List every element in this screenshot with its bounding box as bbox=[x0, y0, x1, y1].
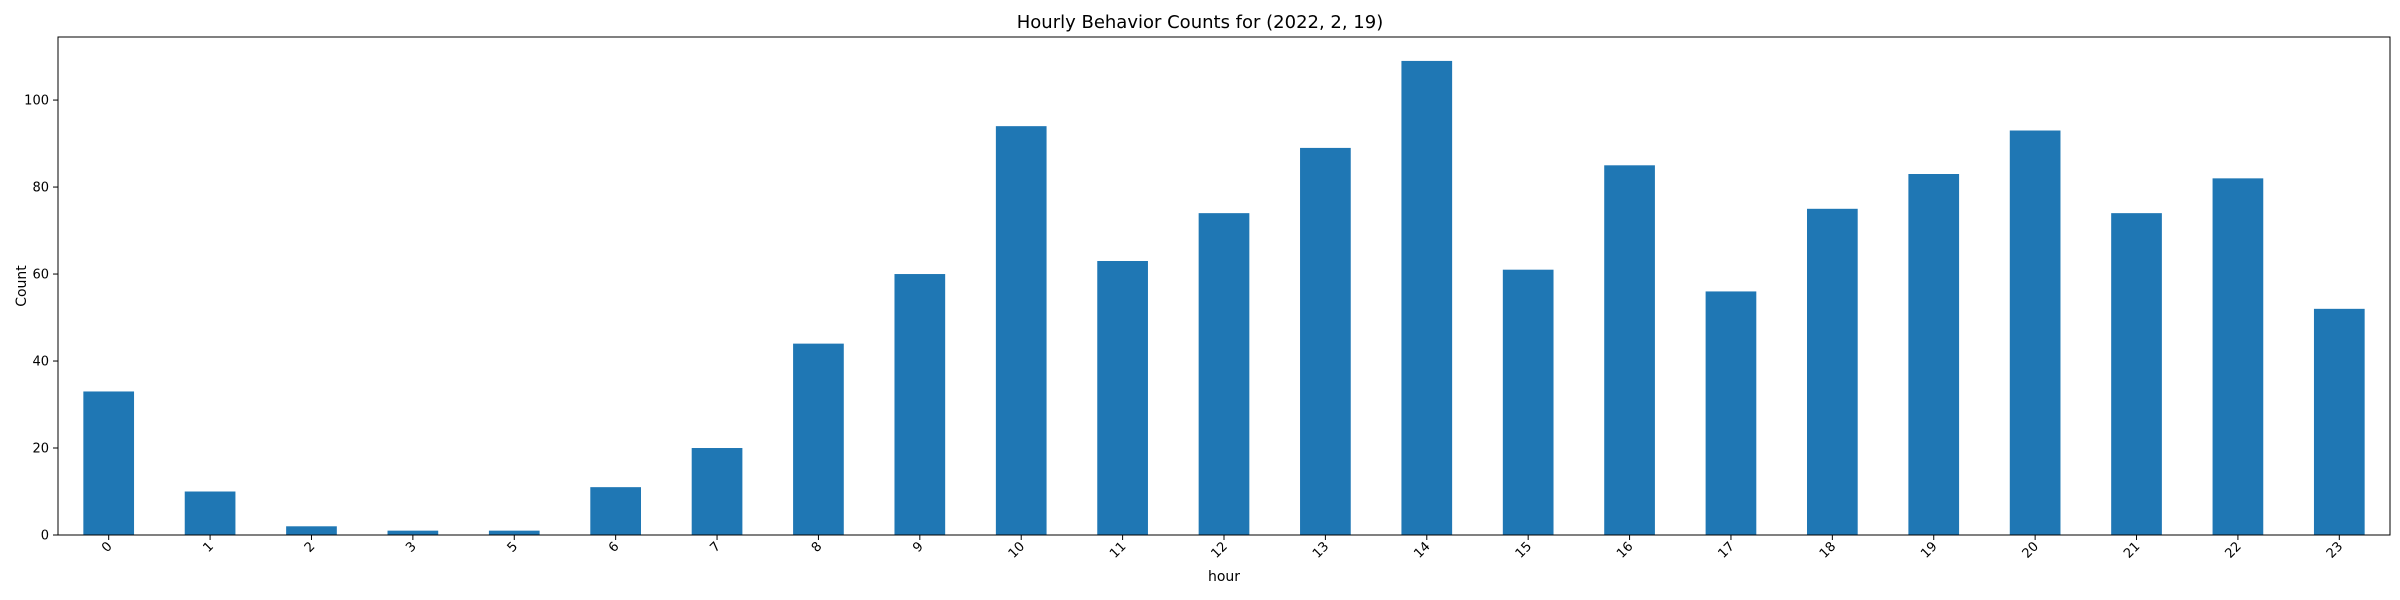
y-tick-label: 20 bbox=[32, 442, 49, 457]
y-axis-label: Count bbox=[14, 265, 30, 307]
x-tick-label: 11 bbox=[1107, 539, 1129, 561]
bar-hour-2 bbox=[286, 526, 337, 535]
bar-hour-22 bbox=[2212, 178, 2264, 536]
x-tick-label: 0 bbox=[99, 539, 115, 555]
x-tick-label: 8 bbox=[809, 539, 825, 555]
x-tick-label: 22 bbox=[2222, 539, 2244, 561]
bar-hour-12 bbox=[1198, 213, 1250, 535]
x-tick-label: 23 bbox=[2324, 539, 2346, 561]
bar-hour-23 bbox=[2313, 308, 2365, 535]
y-tick-label: 80 bbox=[32, 181, 49, 196]
y-tick-label: 40 bbox=[32, 355, 49, 370]
bar-hour-10 bbox=[995, 126, 1047, 536]
bar-hour-3 bbox=[387, 530, 439, 535]
bar-hour-0 bbox=[83, 391, 135, 535]
bar-hour-17 bbox=[1705, 291, 1757, 535]
y-tick-label: 0 bbox=[41, 529, 49, 544]
x-tick-label: 21 bbox=[2121, 539, 2143, 561]
x-tick-label: 1 bbox=[200, 539, 216, 555]
x-tick-label: 18 bbox=[1817, 539, 1839, 561]
bar-hour-13 bbox=[1300, 147, 1351, 535]
bar-hour-16 bbox=[1604, 165, 1655, 536]
y-tick-label: 100 bbox=[24, 94, 49, 109]
bar-hour-18 bbox=[1807, 208, 1858, 535]
x-tick-label: 15 bbox=[1513, 539, 1535, 561]
x-tick-label: 2 bbox=[302, 539, 318, 555]
bar-hour-7 bbox=[691, 448, 743, 535]
bar-hour-15 bbox=[1502, 269, 1554, 535]
x-axis-label: hour bbox=[1208, 569, 1240, 585]
x-axis: 0 1 2 3 5 6 7 8 9 10 11 12 13 14 15 16 17 18 19 20 21 22 23 bbox=[99, 535, 2346, 562]
x-tick-label: 6 bbox=[606, 539, 622, 555]
bar-hour-6 bbox=[590, 487, 641, 535]
y-axis: 0 20 40 60 80 100 bbox=[24, 94, 58, 544]
x-tick-label: 9 bbox=[910, 539, 926, 555]
bar-hour-20 bbox=[2009, 130, 2061, 535]
bar-hour-14 bbox=[1401, 60, 1453, 536]
x-tick-label: 5 bbox=[505, 539, 521, 555]
x-tick-label: 13 bbox=[1310, 539, 1332, 561]
bar-hour-5 bbox=[488, 530, 540, 535]
x-tick-label: 7 bbox=[707, 539, 723, 555]
x-tick-label: 12 bbox=[1209, 539, 1231, 561]
bar-hour-1 bbox=[184, 491, 236, 535]
x-tick-label: 17 bbox=[1715, 539, 1737, 561]
bar-hour-9 bbox=[894, 274, 946, 535]
bar-hour-19 bbox=[1908, 174, 1960, 535]
x-tick-label: 16 bbox=[1614, 539, 1636, 561]
x-tick-label: 14 bbox=[1411, 539, 1433, 561]
bar-hour-8 bbox=[793, 343, 844, 535]
x-tick-label: 3 bbox=[403, 539, 419, 555]
y-tick-label: 60 bbox=[32, 268, 49, 283]
chart-title: Hourly Behavior Counts for (2022, 2, 19) bbox=[1017, 12, 1384, 33]
x-tick-label: 10 bbox=[1006, 539, 1028, 561]
bar-hour-11 bbox=[1097, 260, 1148, 535]
x-tick-label: 19 bbox=[1918, 539, 1940, 561]
x-tick-label: 20 bbox=[2020, 539, 2042, 561]
bars-group bbox=[83, 60, 2365, 536]
bar-hour-21 bbox=[2111, 213, 2162, 535]
